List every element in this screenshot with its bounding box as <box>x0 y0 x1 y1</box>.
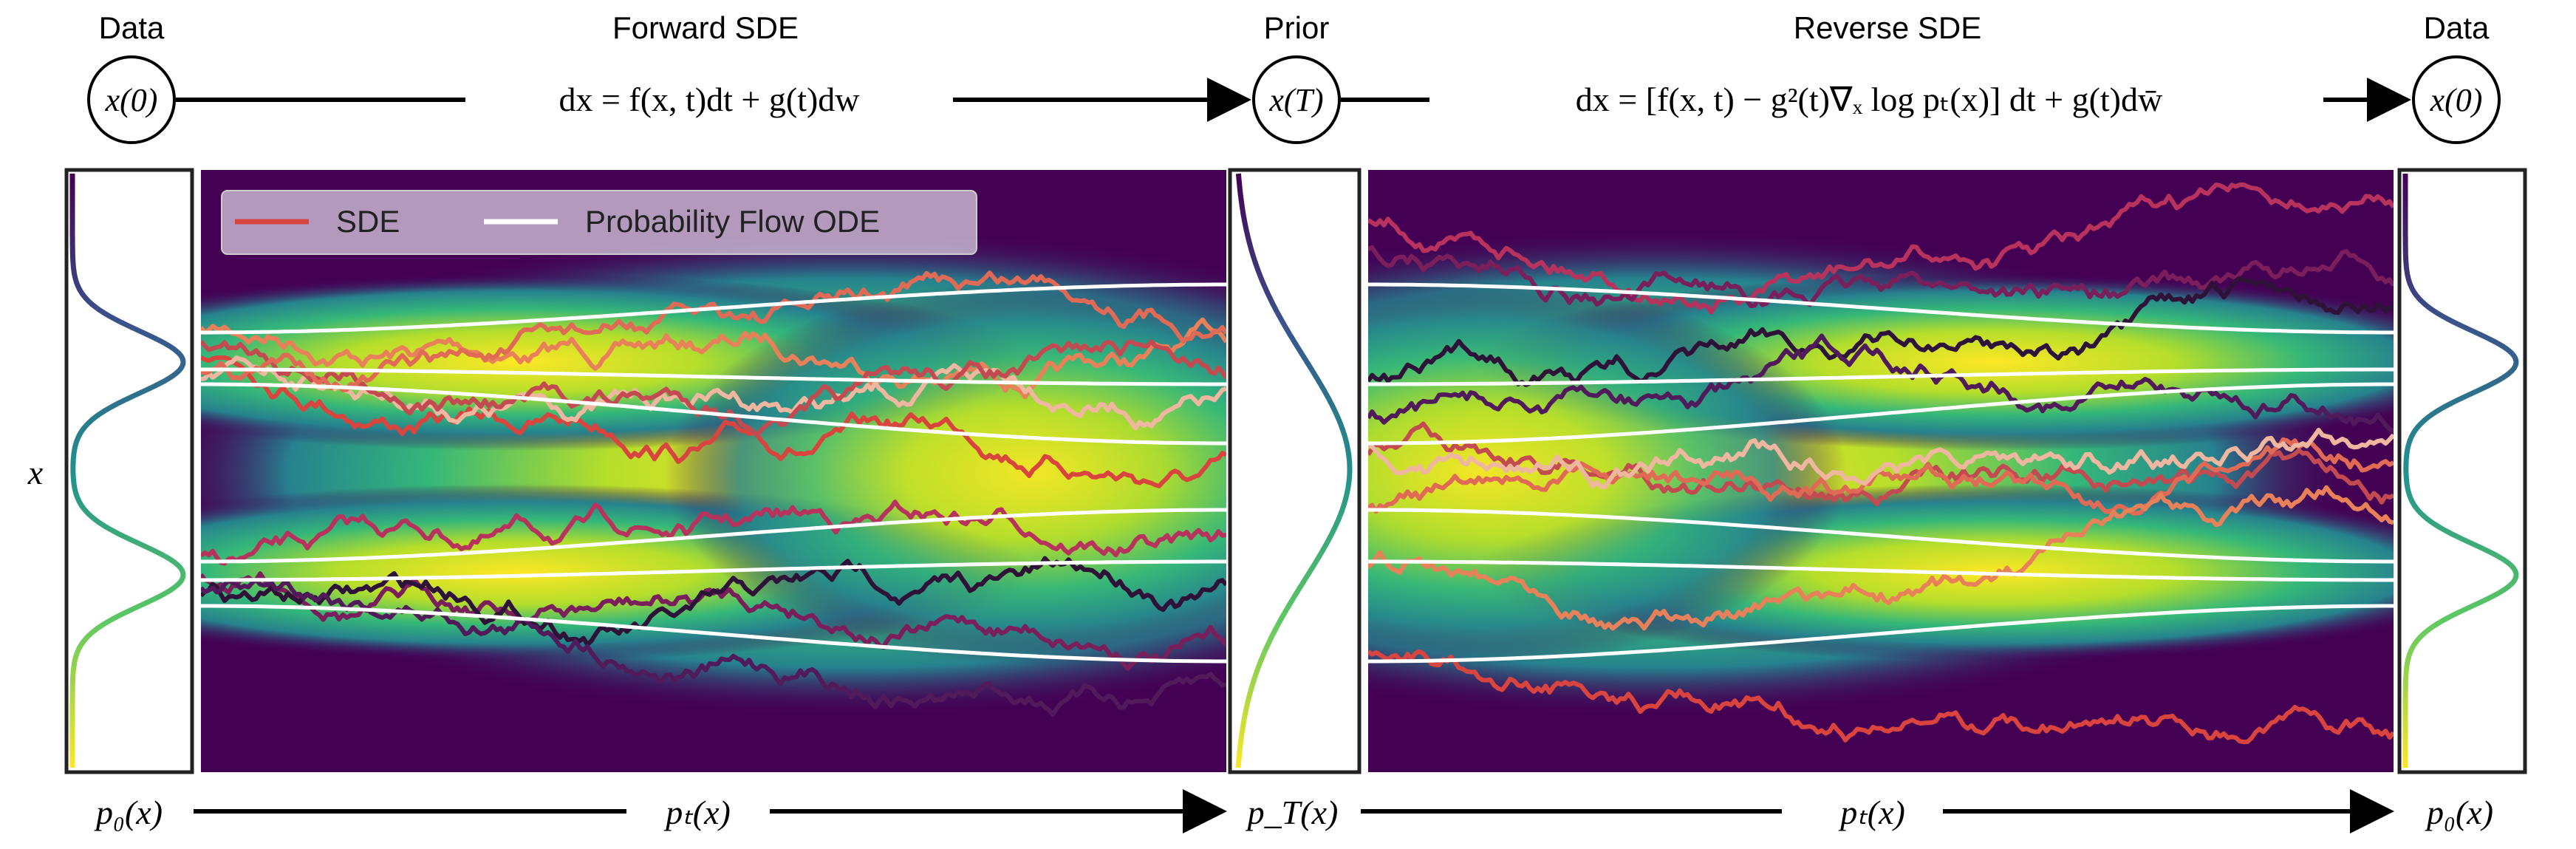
density-curve-pT <box>1235 173 1353 768</box>
legend-ode-label: Probability Flow ODE <box>585 204 880 239</box>
header-data-right: Data <box>2424 10 2490 45</box>
forward-ode-line <box>201 382 1226 446</box>
bottom-p0-right: p₀(x) <box>2425 794 2493 831</box>
forward-sde-path <box>201 499 1226 566</box>
reverse-sde-path <box>1368 276 2394 387</box>
forward-sde-path <box>201 577 1226 717</box>
bottom-pt-forward: pₜ(x) <box>663 794 731 831</box>
node-xT: x(T) <box>1252 55 1341 144</box>
forward-ode-line <box>201 604 1226 664</box>
bottom-p0-left: p₀(x) <box>94 794 163 831</box>
bottom-pT: p_T(x) <box>1246 794 1339 831</box>
reverse-sde-path <box>1368 333 2394 434</box>
node-x0-right-label: x(0) <box>2430 82 2483 118</box>
header-reverse-sde: Reverse SDE <box>1794 10 1981 45</box>
header-data-left: Data <box>99 10 165 45</box>
density-panel-p0-left <box>64 168 194 774</box>
reverse-ode-line <box>1368 382 2394 446</box>
forward-sde-path <box>201 339 1226 438</box>
forward-sde-path <box>201 270 1226 392</box>
reverse-ode-line <box>1368 282 2394 335</box>
reverse-equation: dx = [f(x, t) − g²(t)∇ₓ log pₜ(x)] dt + … <box>1576 81 2163 118</box>
forward-sde-path <box>201 355 1226 488</box>
node-x0-right: x(0) <box>2412 55 2501 144</box>
header-forward-sde: Forward SDE <box>612 10 799 45</box>
reverse-ode-line <box>1368 559 2394 582</box>
legend: SDE Probability Flow ODE <box>221 190 977 255</box>
reverse-sde-path <box>1368 245 2394 308</box>
density-curve-p0-left <box>69 174 186 768</box>
forward-heatmap-panel <box>201 170 1226 772</box>
reverse-sde-path <box>1368 428 2394 490</box>
reverse-sde-path <box>1368 421 2394 507</box>
reverse-sde-path <box>1368 485 2394 631</box>
bottom-pt-reverse: pₜ(x) <box>1838 794 1905 831</box>
forward-ode-line <box>201 367 1226 386</box>
node-x0-left: x(0) <box>87 55 176 144</box>
density-panel-pT <box>1228 168 1362 774</box>
reverse-sde-path <box>1368 649 2394 745</box>
reverse-ode-line <box>1368 367 2394 386</box>
node-x0-left-label: x(0) <box>105 82 158 118</box>
forward-ode-line <box>201 508 1226 564</box>
forward-equation: dx = f(x, t)dt + g(t)dw <box>558 81 860 118</box>
node-xT-label: x(T) <box>1268 82 1323 118</box>
y-axis-label: x <box>27 454 44 491</box>
forward-sde-path <box>201 317 1226 400</box>
header-prior: Prior <box>1264 10 1330 45</box>
forward-ode-line <box>201 559 1226 582</box>
reverse-ode-line <box>1368 604 2394 664</box>
legend-sde-label: SDE <box>336 204 400 239</box>
reverse-heatmap-panel <box>1368 170 2394 772</box>
reverse-sde-path <box>1368 183 2394 315</box>
density-panel-p0-right <box>2397 168 2527 774</box>
density-curve-p0-right <box>2402 174 2519 768</box>
forward-ode-line <box>201 282 1226 335</box>
reverse-ode-line <box>1368 508 2394 564</box>
